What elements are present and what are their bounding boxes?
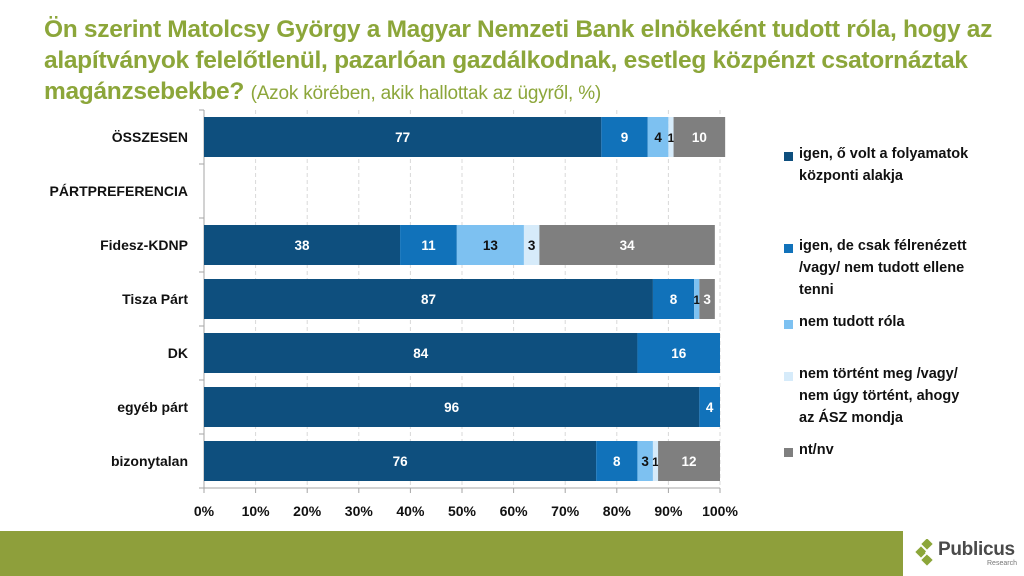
data-label: 3 [528,238,536,253]
bar-segment [596,441,638,481]
legend-swatch-icon [784,320,793,329]
category-label: bizonytalan [111,453,188,469]
category-label: Tisza Párt [122,291,188,307]
data-label: 34 [620,238,636,253]
legend-label: nt/nv [799,442,834,458]
legend-item: nem tudott róla [784,314,999,333]
x-tick-label: 0% [194,503,215,519]
category-label: ÖSSZESEN [112,129,188,145]
chart-subtitle: (Azok körében, akik hallottak az ügyről,… [250,83,602,104]
chart-title-main: Ön szerint Matolcsy György a Magyar Nemz… [44,16,993,105]
bar-segment [601,117,648,157]
logo-name: Publicus [938,539,1015,560]
legend-swatch-icon [784,448,793,457]
legend-label: igen, de csak félrenézett/vagy/ nem tudo… [799,238,967,298]
x-tick-label: 100% [702,503,738,519]
data-label: 4 [654,130,662,145]
legend-swatch-icon [784,152,793,161]
bar-segment [694,279,700,319]
data-label: 8 [670,292,678,307]
bar-segment [400,225,457,265]
bar-segment [652,441,659,481]
bar-segment [652,279,695,319]
data-label: 1 [652,455,659,469]
x-tick-label: 70% [551,503,580,519]
x-tick-label: 60% [500,503,529,519]
bar-segment [204,279,653,319]
category-label: Fidesz-KDNP [100,237,188,253]
bar-segment [668,117,674,157]
logo-subtitle: Research [987,560,1017,567]
x-tick-label: 30% [345,503,374,519]
legend-label: nem történt meg /vagy/nem úgy történt, a… [799,366,960,426]
data-label: 13 [483,238,499,253]
bar-segment [647,117,669,157]
data-label: 1 [668,131,675,145]
bar-segment [637,333,720,373]
data-label: 1 [693,293,700,307]
data-label: 4 [706,400,714,415]
bar-segment [204,117,602,157]
category-label: DK [168,345,188,361]
bar-segment [204,333,638,373]
bar-segment [658,441,720,481]
x-tick-label: 40% [396,503,425,519]
data-label: 96 [444,400,460,415]
bar-segment [699,387,720,427]
data-label: 84 [413,346,429,361]
legend-item: nem történt meg /vagy/nem úgy történt, a… [784,366,999,429]
bar-segment [204,387,700,427]
footer-bar [0,531,903,576]
bar-segment [204,441,597,481]
bar-segment [204,225,401,265]
legend-item: nt/nv [784,442,999,461]
data-label: 76 [393,454,409,469]
legend-item: igen, ő volt a folyamatok központi alakja [784,146,999,187]
data-label: 9 [621,130,629,145]
data-label: 11 [421,238,436,253]
data-label: 87 [421,292,436,307]
bar-segment [456,225,524,265]
category-label: PÁRTPREFERENCIA [50,183,188,199]
logo-diamond-icon [915,539,933,566]
category-label: egyéb párt [117,399,188,415]
legend-label: nem tudott róla [799,314,905,330]
legend-swatch-icon [784,244,793,253]
data-label: 3 [641,454,649,469]
bar-segment [539,225,715,265]
chart-title: Ön szerint Matolcsy György a Magyar Nemz… [44,14,1014,109]
x-tick-label: 80% [603,503,632,519]
data-label: 12 [682,454,697,469]
bar-segment [673,117,726,157]
x-tick-label: 90% [654,503,683,519]
bar-segment [637,441,653,481]
x-tick-label: 50% [448,503,477,519]
data-label: 16 [671,346,687,361]
legend-label: igen, ő volt a folyamatok központi alakja [799,146,969,184]
data-label: 10 [692,130,707,145]
x-tick-label: 10% [242,503,271,519]
data-label: 8 [613,454,621,469]
bar-segment [699,279,715,319]
legend-swatch-icon [784,372,793,381]
data-label: 77 [395,130,410,145]
x-tick-label: 20% [293,503,322,519]
data-label: 38 [295,238,311,253]
publicus-logo: Publicus Research [914,536,1024,572]
data-label: 3 [703,292,711,307]
legend-item: igen, de csak félrenézett/vagy/ nem tudo… [784,238,999,301]
bar-segment [523,225,540,265]
